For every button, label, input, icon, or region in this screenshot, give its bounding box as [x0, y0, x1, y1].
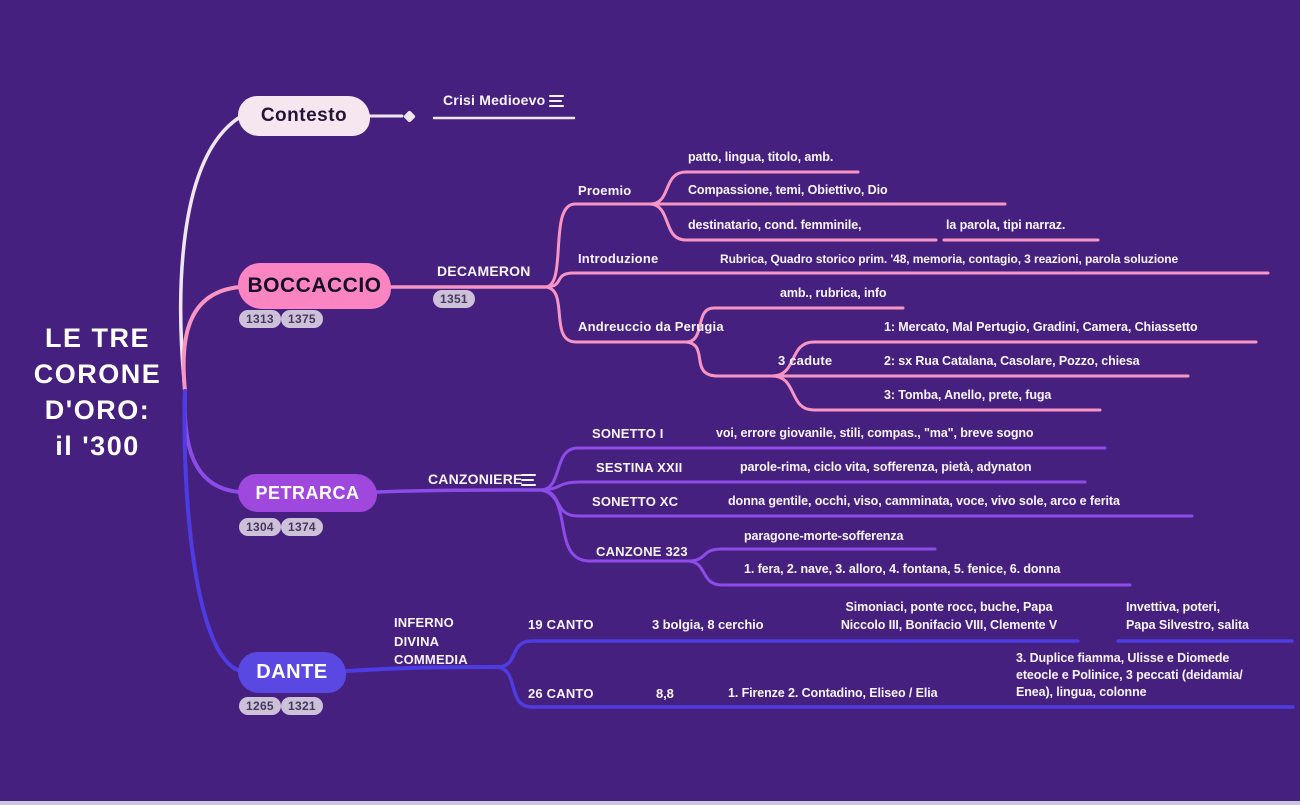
branch-canzone-323: [538, 488, 690, 563]
badge-dante-died[interactable]: 1321: [281, 697, 323, 715]
underline-sestina: [538, 480, 1087, 492]
badge-boccaccio-born[interactable]: 1313: [239, 310, 281, 328]
underline-canto-19: [495, 639, 1080, 669]
leaf-caduta-1[interactable]: 1: Mercato, Mal Pertugio, Gradini, Camer…: [884, 320, 1198, 334]
leaf-invettiva[interactable]: Invettiva, poteri, Papa Silvestro, salit…: [1126, 600, 1249, 632]
topic-26-canto[interactable]: 26 CANTO: [528, 686, 594, 701]
leaf-sestina-xxii[interactable]: parole-rima, ciclo vita, sofferenza, pie…: [740, 460, 1032, 474]
trunk-commedia: [345, 665, 499, 673]
underline-amb-rubrica: [684, 306, 905, 344]
map-title-line: D'ORO:: [44, 395, 151, 425]
topic-dante-label: DANTE: [256, 661, 328, 683]
topic-andreuccio[interactable]: Andreuccio da Perugia: [578, 319, 724, 334]
notes-icon[interactable]: [521, 474, 536, 486]
topic-boccaccio-label: BOCCACCIO: [247, 274, 382, 297]
leaf-rubrica[interactable]: Rubrica, Quadro storico prim. '48, memor…: [720, 252, 1179, 266]
leaf-8-8[interactable]: 8,8: [656, 686, 674, 701]
map-title-line: il '300: [55, 431, 140, 461]
leaf-sonetto-xc[interactable]: donna gentile, occhi, viso, camminata, v…: [728, 494, 1120, 508]
map-title[interactable]: LE TRE CORONE D'ORO: il '300: [25, 320, 170, 464]
badge-boccaccio-died[interactable]: 1375: [281, 310, 323, 328]
leaf-simoniaci[interactable]: Simoniaci, ponte rocc, buche, Papa Nicco…: [840, 600, 1058, 632]
topic-sestina-xxii[interactable]: SESTINA XXII: [596, 460, 683, 475]
badge-petrarca-died[interactable]: 1374: [281, 518, 323, 536]
notes-icon[interactable]: [549, 95, 564, 107]
topic-contesto-label: Contesto: [260, 105, 348, 126]
branch-dante: [182, 389, 242, 673]
badge-decameron-year[interactable]: 1351: [433, 290, 475, 308]
leaf-paragone[interactable]: paragone-morte-sofferenza: [744, 529, 904, 543]
leaf-amb-rubrica-info[interactable]: amb., rubrica, info: [780, 286, 887, 300]
topic-boccaccio[interactable]: BOCCACCIO: [238, 263, 391, 309]
branch-boccaccio: [181, 285, 242, 393]
underline-canto-26: [495, 665, 1295, 709]
badge-dante-born[interactable]: 1265: [239, 697, 281, 715]
leaf-compassione[interactable]: Compassione, temi, Obiettivo, Dio: [688, 183, 888, 197]
leaf-patto[interactable]: patto, lingua, titolo, amb.: [688, 150, 834, 164]
topic-petrarca-label: PETRARCA: [255, 482, 360, 503]
leaf-la-parola[interactable]: la parola, tipi narraz.: [946, 218, 1066, 232]
underline-introduzione: [543, 271, 1270, 289]
branch-contesto: [179, 115, 242, 393]
branch-petrarca: [182, 389, 242, 494]
topic-decameron[interactable]: DECAMERON: [437, 263, 531, 279]
trunk-canzoniere: [375, 488, 542, 494]
map-title-line: LE TRE: [44, 323, 150, 353]
topic-dante[interactable]: DANTE: [238, 652, 346, 693]
leaf-caduta-3[interactable]: 3: Tomba, Anello, prete, fuga: [884, 388, 1052, 402]
leaf-duplice-fiamma[interactable]: 3. Duplice fiamma, Ulisse e Diomede eteo…: [1016, 651, 1243, 699]
leaf-3-bolgia[interactable]: 3 bolgia, 8 cerchio: [652, 617, 764, 632]
topic-sonetto-xc[interactable]: SONETTO XC: [592, 494, 679, 509]
underline-caduta-3: [770, 374, 1102, 412]
leaf-caduta-2[interactable]: 2: sx Rua Catalana, Casolare, Pozzo, chi…: [884, 354, 1140, 368]
branch-proemio: [543, 202, 652, 289]
badge-petrarca-born[interactable]: 1304: [239, 518, 281, 536]
topic-proemio[interactable]: Proemio: [578, 183, 632, 198]
map-title-line: CORONE: [33, 359, 162, 389]
underline-destinatario: [648, 202, 938, 242]
topic-canzone-323[interactable]: CANZONE 323: [596, 544, 688, 559]
underline-fera: [686, 559, 1132, 587]
topic-introduzione[interactable]: Introduzione: [578, 251, 659, 266]
topic-sonetto-i[interactable]: SONETTO I: [592, 426, 664, 441]
leaf-firenze[interactable]: 1. Firenze 2. Contadino, Eliseo / Elia: [728, 686, 938, 700]
branch-andreuccio: [543, 285, 688, 344]
underline-paragone: [686, 547, 937, 563]
topic-3-cadute[interactable]: 3 cadute: [778, 353, 833, 368]
topic-contesto[interactable]: Contesto: [238, 96, 370, 136]
leaf-sonetto-i[interactable]: voi, errore giovanile, stili, compas., "…: [716, 426, 1034, 440]
topic-canzoniere[interactable]: CANZONIERE: [428, 471, 523, 487]
topic-crisi-medioevo[interactable]: Crisi Medioevo: [443, 92, 546, 108]
topic-petrarca[interactable]: PETRARCA: [238, 474, 377, 512]
window-bottom-edge: [0, 801, 1300, 805]
topic-19-canto[interactable]: 19 CANTO: [528, 617, 594, 632]
leaf-fera[interactable]: 1. fera, 2. nave, 3. alloro, 4. fontana,…: [744, 562, 1061, 576]
topic-inferno-divina-commedia[interactable]: INFERNO DIVINA COMMEDIA: [394, 615, 468, 667]
leaf-destinatario[interactable]: destinatario, cond. femminile,: [688, 218, 862, 232]
branch-cadute: [684, 340, 774, 378]
